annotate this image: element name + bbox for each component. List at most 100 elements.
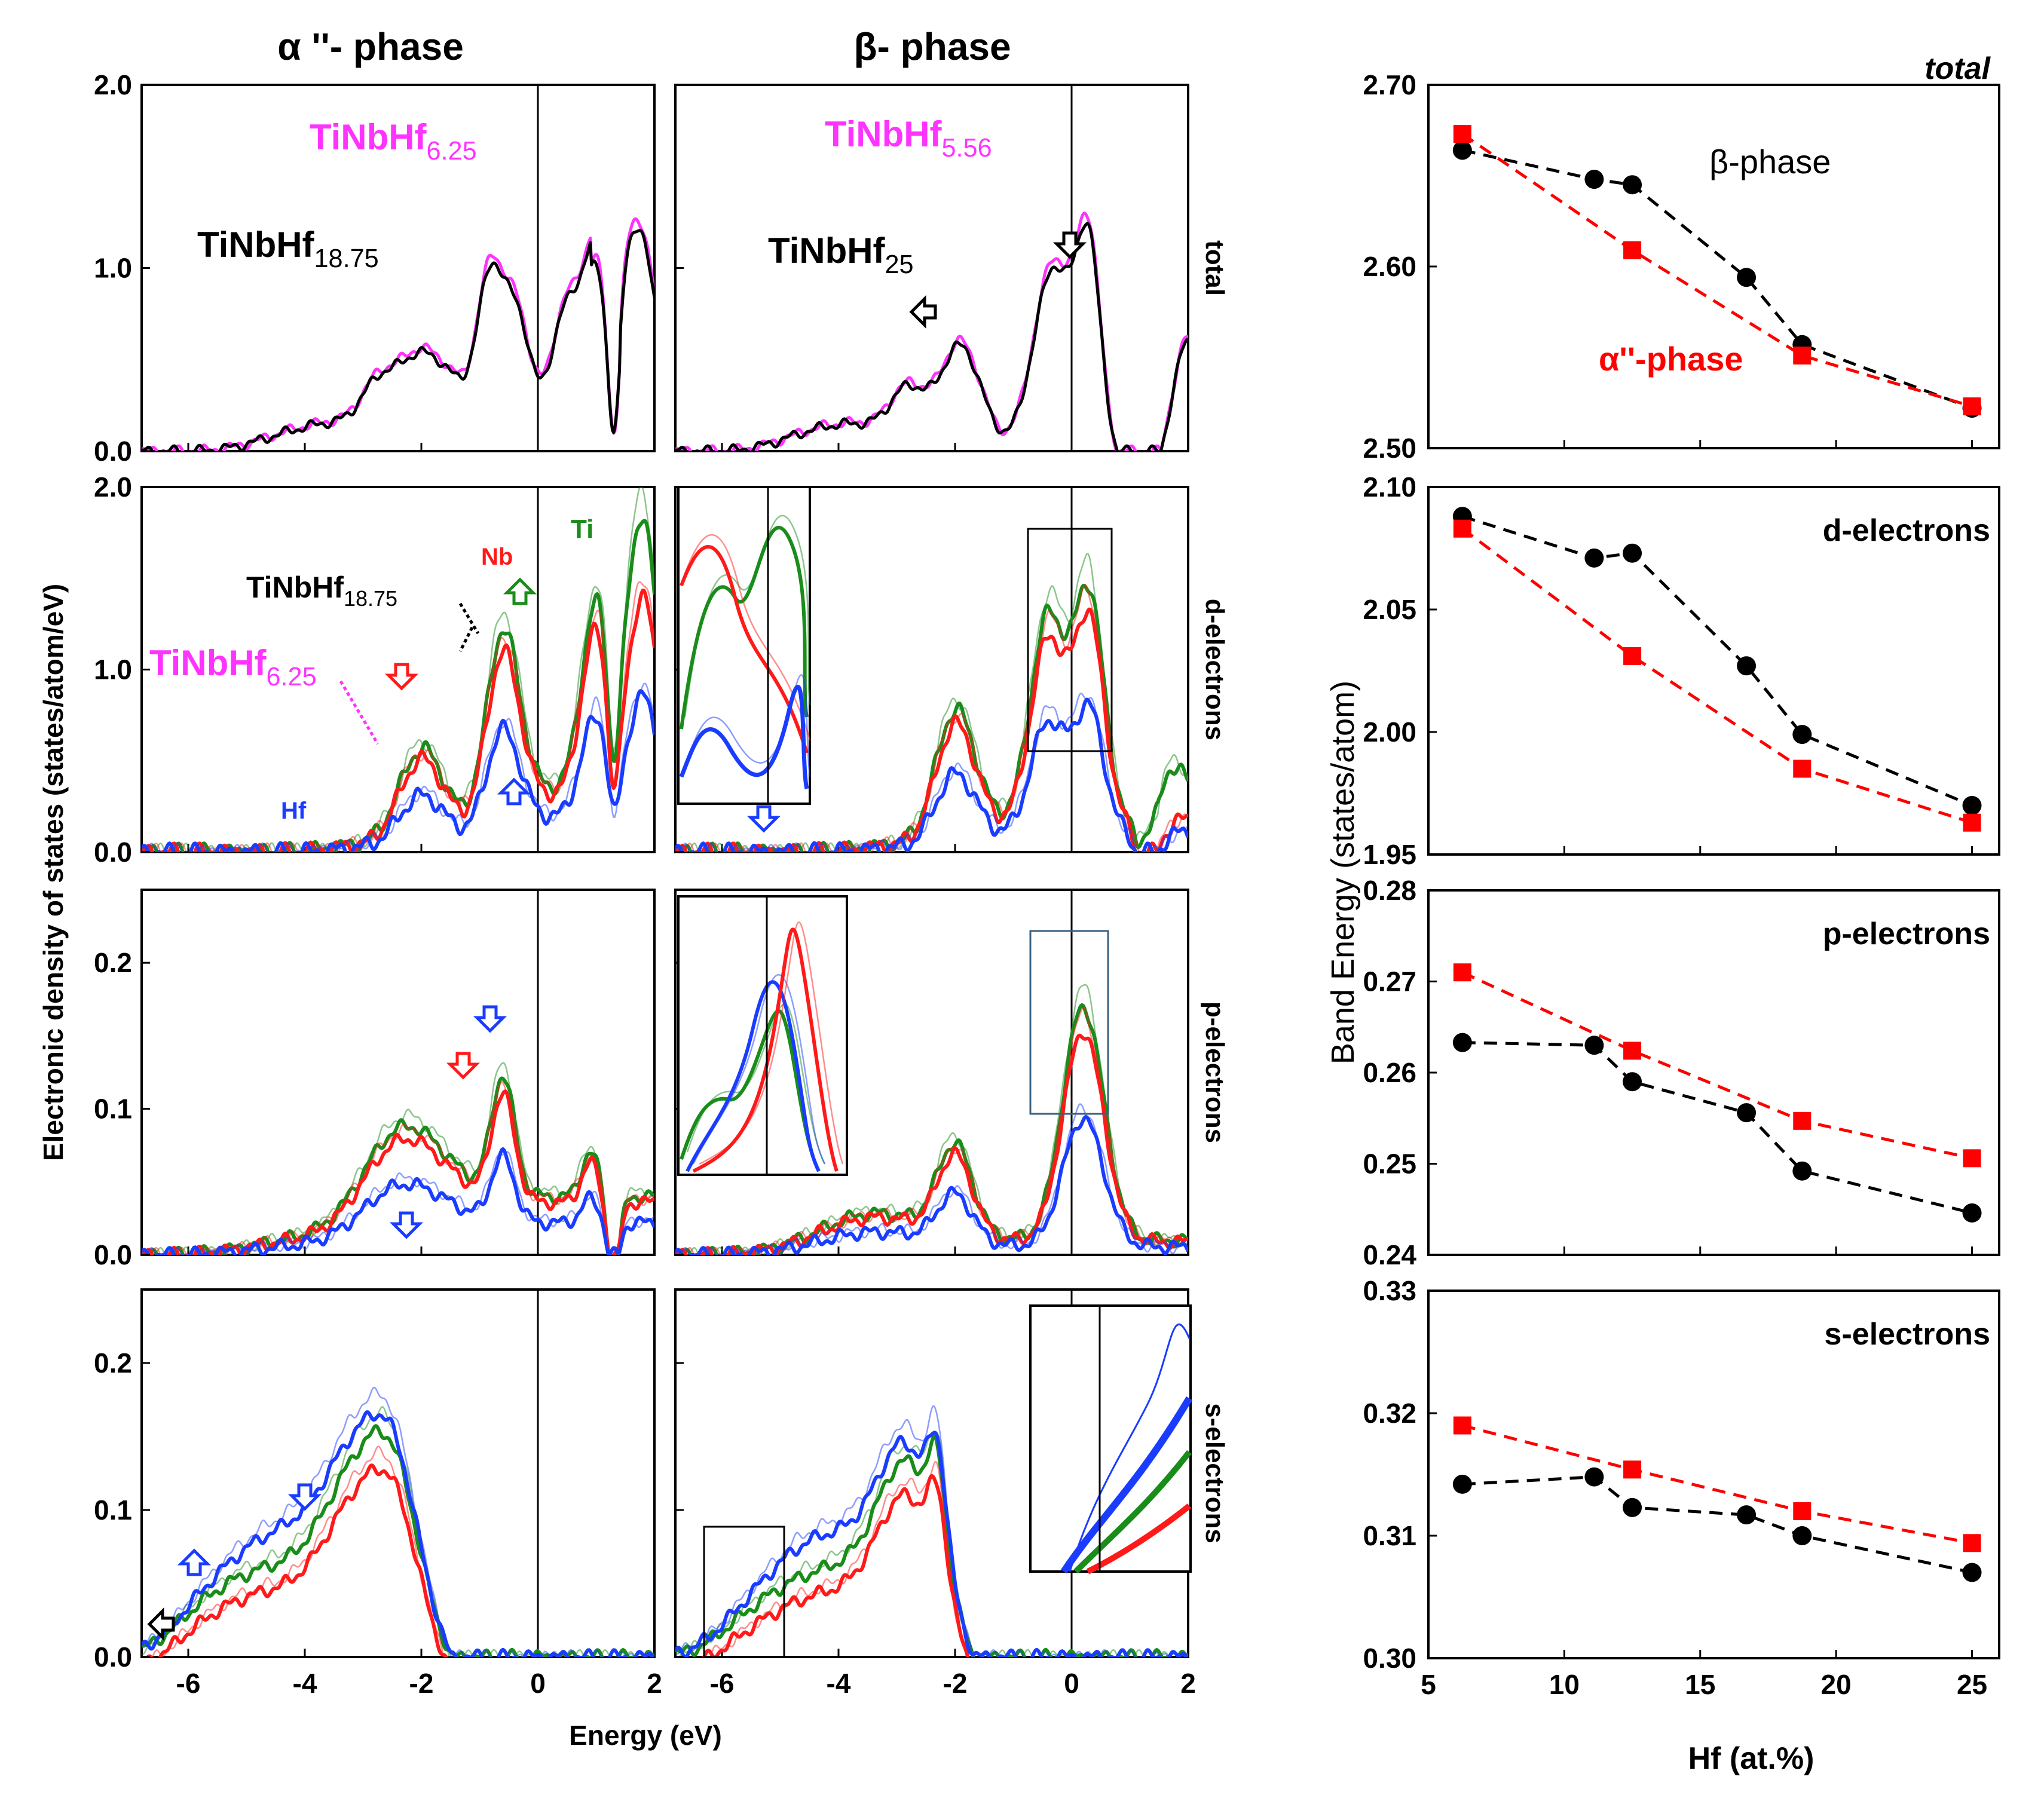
dos-curve-hf bbox=[675, 697, 1188, 852]
data-point-beta bbox=[1792, 1526, 1812, 1545]
band-panel-frame bbox=[1427, 84, 2000, 449]
data-point-beta bbox=[1737, 1505, 1757, 1525]
annotation-alpha-phase: α''-phase bbox=[1599, 340, 1743, 378]
data-point-beta bbox=[1962, 1563, 1982, 1582]
data-point-beta bbox=[1792, 725, 1812, 745]
inset-d-curve-thin bbox=[684, 534, 812, 742]
data-point-beta bbox=[1623, 1497, 1642, 1517]
label-beta-top-magenta: TiNbHf5.56 bbox=[825, 114, 992, 163]
arrow-down-hf-p2 bbox=[389, 1211, 424, 1239]
arrow-shape bbox=[147, 1607, 175, 1641]
arrow-left-total-beta bbox=[909, 295, 937, 329]
data-point-alpha bbox=[1793, 759, 1812, 778]
data-point-beta bbox=[1737, 1103, 1757, 1123]
data-point-alpha bbox=[1453, 1416, 1471, 1435]
arrow-down-total-beta bbox=[1052, 231, 1087, 259]
x-tick-label: -6 bbox=[710, 1668, 735, 1699]
arrow-shape bbox=[473, 1005, 507, 1033]
dos-curve-hf bbox=[142, 1410, 654, 1657]
data-point-alpha bbox=[1963, 1534, 1981, 1552]
zoom-box-d bbox=[1027, 528, 1113, 752]
data-point-alpha bbox=[1623, 1460, 1642, 1479]
row-label: total bbox=[1200, 240, 1229, 296]
dos-curve-hf-thin bbox=[142, 1386, 654, 1657]
y-tick-label: 2.0 bbox=[94, 471, 132, 503]
data-point-beta bbox=[1452, 140, 1472, 160]
label-subscript: 18.75 bbox=[314, 244, 379, 273]
x-tick-label: -6 bbox=[176, 1668, 201, 1699]
y-tick-label: 2.50 bbox=[1363, 433, 1416, 464]
arrow-shape bbox=[287, 1483, 322, 1511]
data-point-beta bbox=[1962, 796, 1982, 815]
data-point-beta bbox=[1737, 656, 1757, 676]
data-point-alpha bbox=[1623, 647, 1642, 665]
zoom-box-s bbox=[703, 1526, 785, 1658]
label-base: TiNbHf bbox=[149, 643, 267, 683]
series-line-alpha bbox=[1461, 970, 1973, 1160]
series-line-alpha bbox=[1461, 527, 1973, 825]
y-tick-label: 0.26 bbox=[1363, 1057, 1416, 1088]
y-tick-label: 0.27 bbox=[1363, 966, 1416, 997]
panel-frame bbox=[140, 1288, 656, 1658]
dos-curve-nb bbox=[702, 1474, 970, 1657]
beta-phase-title: β- phase bbox=[853, 25, 1011, 68]
arrow-shape bbox=[909, 295, 937, 329]
y-tick-label: 0.33 bbox=[1363, 1275, 1416, 1306]
arrow-shape bbox=[389, 1211, 424, 1239]
dos-curve-ti bbox=[675, 1434, 1188, 1657]
y-tick-label: 0.0 bbox=[94, 436, 132, 467]
panel-title: p-electrons bbox=[1823, 917, 1990, 951]
arrow-shape bbox=[177, 1548, 212, 1576]
series-line-beta bbox=[1462, 1475, 1973, 1574]
data-point-alpha bbox=[1623, 241, 1642, 259]
series-line-beta bbox=[1462, 148, 1973, 410]
series-line-alpha bbox=[1461, 133, 1973, 408]
dos-curve-black bbox=[142, 229, 654, 451]
series-line-alpha bbox=[1462, 1424, 1972, 1545]
y-tick-label: 0.1 bbox=[94, 1094, 132, 1125]
data-point-alpha bbox=[1793, 1111, 1812, 1130]
band-energy-panels: 2.50 2.60 2.70 total β-phase α''-phase Band En… bbox=[1325, 51, 2000, 1776]
label-hf: Hf bbox=[281, 798, 307, 824]
dos-curve-nb bbox=[142, 589, 654, 852]
data-point-alpha bbox=[1963, 397, 1981, 416]
label-subscript: 25 bbox=[885, 250, 914, 279]
data-point-beta bbox=[1584, 1036, 1604, 1055]
inset-d-curve bbox=[679, 685, 809, 789]
arrow-down-nb bbox=[384, 663, 419, 691]
row-label: p-electrons bbox=[1200, 1001, 1229, 1143]
y-tick-label: 0.24 bbox=[1363, 1239, 1416, 1270]
x-tick-label: -2 bbox=[943, 1668, 968, 1699]
label-base: TiNbHf bbox=[246, 571, 344, 604]
arrow-shape bbox=[497, 777, 531, 805]
label-subscript: 6.25 bbox=[267, 663, 317, 691]
arrow-shape bbox=[503, 577, 537, 605]
y-tick-label: 0.0 bbox=[94, 837, 132, 868]
dos-curve-nb bbox=[145, 1463, 448, 1657]
panel-frame bbox=[674, 889, 1189, 1256]
label-subscript: 5.56 bbox=[942, 134, 992, 163]
x-tick-label: 25 bbox=[1957, 1669, 1987, 1700]
x-axis-title: Energy (eV) bbox=[569, 1720, 722, 1751]
x-tick-label: 10 bbox=[1549, 1669, 1580, 1700]
x-tick-label: 2 bbox=[647, 1668, 662, 1699]
dos-curve-ti bbox=[142, 1424, 654, 1657]
x-tick-label: 5 bbox=[1421, 1669, 1436, 1700]
data-point-beta bbox=[1962, 1203, 1982, 1223]
panel-title: total bbox=[1924, 51, 1991, 86]
label-base: TiNbHf bbox=[768, 231, 886, 271]
data-point-beta bbox=[1623, 175, 1642, 195]
y-tick-label: 0.32 bbox=[1363, 1398, 1416, 1429]
row-label: s-electrons bbox=[1200, 1403, 1229, 1543]
data-point-alpha bbox=[1793, 346, 1812, 365]
panel-frame bbox=[140, 889, 656, 1256]
x-tick-label: -2 bbox=[409, 1668, 434, 1699]
label-subscript: 18.75 bbox=[344, 586, 397, 611]
y-tick-label: 0.0 bbox=[94, 1641, 132, 1673]
x-axis-title: Hf (at.%) bbox=[1688, 1741, 1814, 1776]
panel-title: s-electrons bbox=[1825, 1317, 1990, 1352]
dos-curve-black bbox=[675, 222, 1188, 451]
data-point-alpha bbox=[1453, 963, 1471, 982]
dos-curve-hf bbox=[675, 1115, 1188, 1255]
panel-title: d-electrons bbox=[1823, 513, 1990, 548]
